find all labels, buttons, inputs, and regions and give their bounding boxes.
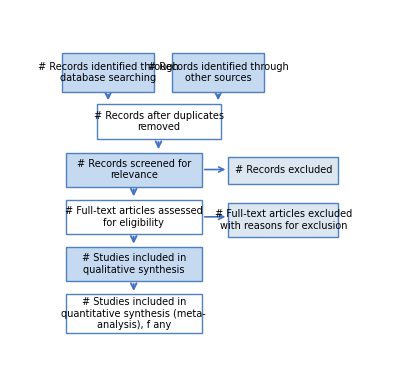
- FancyBboxPatch shape: [66, 152, 202, 187]
- Text: # Records identified through
database searching: # Records identified through database se…: [38, 62, 178, 83]
- FancyBboxPatch shape: [62, 53, 154, 92]
- FancyBboxPatch shape: [66, 295, 202, 333]
- Text: # Full-text articles assessed
for eligibility: # Full-text articles assessed for eligib…: [65, 206, 202, 228]
- Text: # Records screened for
relevance: # Records screened for relevance: [76, 159, 191, 180]
- Text: # Studies included in
qualitative synthesis: # Studies included in qualitative synthe…: [82, 253, 186, 275]
- FancyBboxPatch shape: [228, 203, 338, 237]
- FancyBboxPatch shape: [228, 157, 338, 184]
- FancyBboxPatch shape: [96, 104, 220, 139]
- FancyBboxPatch shape: [172, 53, 264, 92]
- Text: # Records identified through
other sources: # Records identified through other sourc…: [148, 62, 288, 83]
- Text: # Studies included in
quantitative synthesis (meta-
analysis), f any: # Studies included in quantitative synth…: [61, 297, 206, 330]
- Text: # Full-text articles excluded
with reasons for exclusion: # Full-text articles excluded with reaso…: [215, 209, 352, 231]
- FancyBboxPatch shape: [66, 200, 202, 234]
- Text: # Records after duplicates
removed: # Records after duplicates removed: [94, 111, 224, 132]
- Text: # Records excluded: # Records excluded: [234, 165, 332, 175]
- FancyBboxPatch shape: [66, 247, 202, 281]
